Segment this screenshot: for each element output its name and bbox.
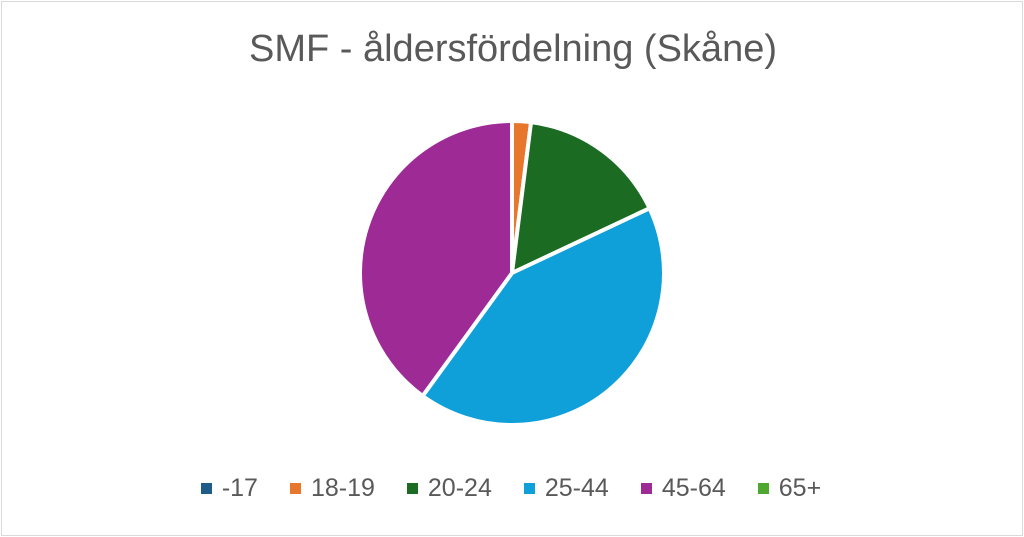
legend-swatch bbox=[200, 483, 212, 494]
legend-swatch bbox=[757, 483, 769, 494]
legend-swatch bbox=[406, 483, 418, 494]
legend-label: 65+ bbox=[778, 474, 822, 502]
legend-label: 18-19 bbox=[310, 474, 375, 502]
legend-item: 25-44 bbox=[523, 474, 609, 503]
legend-item: -17 bbox=[200, 474, 258, 503]
legend-item: 20-24 bbox=[406, 474, 492, 503]
pie-slice-20-24 bbox=[510, 120, 652, 275]
legend-label: 20-24 bbox=[427, 474, 492, 502]
legend-swatch bbox=[289, 483, 301, 494]
legend-item: 18-19 bbox=[289, 474, 375, 503]
legend-item: 65+ bbox=[757, 474, 822, 503]
pie-slice-45-64 bbox=[358, 119, 514, 398]
legend-item: 45-64 bbox=[640, 474, 726, 503]
legend-label: 45-64 bbox=[661, 474, 726, 502]
legend-swatch bbox=[640, 483, 652, 494]
legend-label: -17 bbox=[221, 474, 258, 502]
legend: -17 18-19 20-24 25-44 45-64 65+ bbox=[0, 474, 1022, 503]
pie-slice-25-44 bbox=[420, 206, 666, 427]
legend-swatch bbox=[523, 483, 535, 494]
legend-label: 25-44 bbox=[544, 474, 609, 502]
chart-title: SMF - åldersfördelning (Skåne) bbox=[249, 28, 777, 70]
